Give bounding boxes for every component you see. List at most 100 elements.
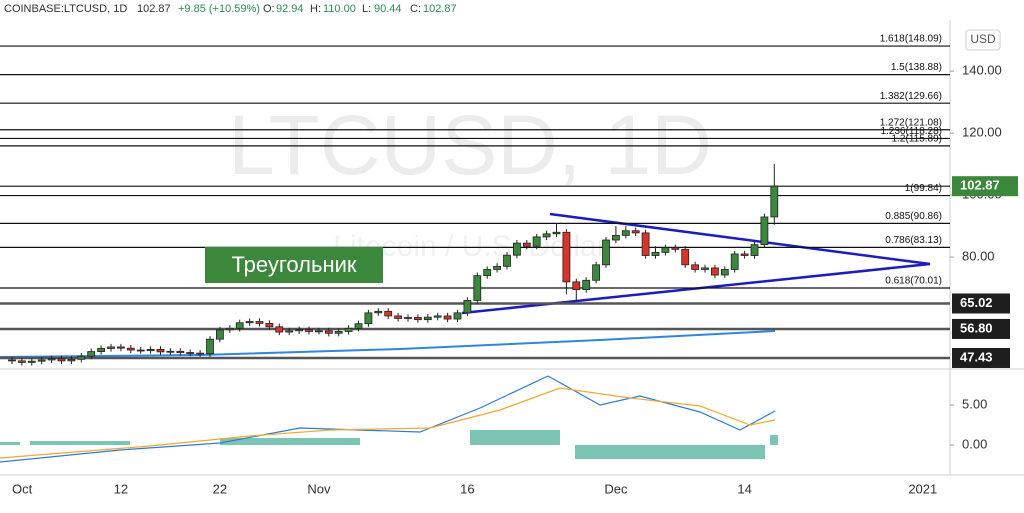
macd-tick-label: 5.00 bbox=[962, 396, 987, 411]
y-tick-label: 80.00 bbox=[962, 248, 995, 263]
candle-body bbox=[265, 322, 274, 328]
candle-body bbox=[334, 331, 343, 334]
fib-label: 1.272(121.08) bbox=[880, 117, 942, 128]
currency-button[interactable] bbox=[965, 29, 1001, 51]
level-label: 56.80 bbox=[960, 320, 993, 335]
candle-body bbox=[126, 347, 135, 351]
low-label: L: bbox=[362, 3, 371, 15]
fib-label: 0.885(90.86) bbox=[885, 211, 942, 222]
candle-body bbox=[522, 242, 531, 247]
macd-line bbox=[0, 375, 776, 463]
open-value: 92.94 bbox=[276, 3, 304, 15]
candle-body bbox=[493, 265, 502, 270]
x-tick-label: 14 bbox=[737, 481, 751, 496]
fib-label: 1.618(148.09) bbox=[880, 34, 942, 45]
annotation-box bbox=[205, 247, 383, 283]
candle-body bbox=[582, 279, 591, 290]
candle-body bbox=[413, 317, 422, 321]
last-price-label: 102.87 bbox=[960, 178, 1000, 193]
candle-body bbox=[117, 346, 125, 349]
candle-body bbox=[503, 254, 511, 267]
candle-body bbox=[324, 330, 333, 334]
level-box bbox=[952, 293, 1010, 314]
x-tick-label: 2021 bbox=[908, 481, 937, 496]
fib-label: 1(99.84) bbox=[905, 183, 942, 194]
candle-body bbox=[67, 358, 76, 362]
candle-body bbox=[661, 247, 670, 253]
x-tick-label: 16 bbox=[460, 481, 474, 496]
candle-body bbox=[314, 330, 323, 333]
candle-body bbox=[651, 252, 660, 256]
last-price-box bbox=[952, 176, 1018, 197]
candle-body bbox=[235, 322, 244, 329]
candle-body bbox=[344, 327, 353, 332]
close-value: 102.87 bbox=[423, 3, 457, 15]
fib-label: 1.2(115.89) bbox=[892, 133, 942, 144]
candle-body bbox=[77, 355, 86, 360]
x-tick-label: Oct bbox=[12, 481, 33, 496]
candle-body bbox=[473, 275, 482, 301]
fib-label: 1.236(118.28) bbox=[880, 126, 942, 137]
candle-body bbox=[711, 267, 719, 276]
price: 102.87 bbox=[137, 3, 171, 15]
level-box bbox=[952, 318, 1010, 339]
candle-body bbox=[354, 323, 363, 329]
candle-body bbox=[423, 316, 432, 321]
candle-body bbox=[681, 248, 690, 266]
moving-average bbox=[0, 330, 776, 358]
candle-body bbox=[641, 232, 650, 256]
candle-body bbox=[433, 315, 442, 318]
candle-body bbox=[720, 269, 729, 276]
candle-body bbox=[621, 230, 630, 236]
change: +9.85 (+10.59%) bbox=[178, 3, 260, 15]
fib-label: 0.618(70.01) bbox=[885, 276, 942, 287]
candle-body bbox=[87, 351, 96, 357]
candle-body bbox=[631, 230, 640, 234]
header: COINBASE:LTCUSD, 1D 102.87 +9.85 (+10.59… bbox=[4, 3, 457, 15]
candle-body bbox=[671, 247, 680, 250]
candle-body bbox=[186, 352, 195, 354]
candle-body bbox=[384, 310, 393, 317]
candle-body bbox=[701, 267, 709, 270]
currency-label[interactable]: USD bbox=[970, 32, 996, 46]
candle-body bbox=[572, 281, 581, 290]
candle-body bbox=[592, 264, 600, 281]
candle-body bbox=[542, 233, 551, 238]
candle-body bbox=[17, 360, 26, 363]
candle-body bbox=[97, 348, 105, 352]
candle-body bbox=[295, 329, 304, 332]
candle-body bbox=[57, 358, 66, 362]
candle-body bbox=[136, 349, 145, 352]
candle-body bbox=[166, 350, 175, 353]
candle-body bbox=[255, 321, 264, 324]
candle-body bbox=[225, 327, 234, 331]
candle-body bbox=[602, 239, 610, 266]
symbol: COINBASE:LTCUSD, 1D bbox=[4, 3, 127, 15]
fib-label: 1.382(129.66) bbox=[880, 91, 942, 102]
fib-label: 1.5(138.88) bbox=[891, 62, 942, 73]
close-label: C: bbox=[410, 3, 421, 15]
candle-body bbox=[206, 338, 214, 355]
watermark-title: LTCUSD, 1D bbox=[228, 98, 712, 192]
high-value: 110.00 bbox=[323, 3, 356, 15]
level-label: 47.43 bbox=[960, 349, 993, 364]
candle-body bbox=[483, 269, 492, 277]
candle-body bbox=[146, 349, 155, 352]
candle-body bbox=[196, 352, 205, 355]
candle-body bbox=[156, 349, 165, 353]
candle-body bbox=[305, 329, 313, 332]
trend-line bbox=[549, 212, 931, 266]
candle-body bbox=[730, 253, 739, 270]
macd-histogram bbox=[0, 430, 778, 459]
high-label: H: bbox=[310, 3, 321, 15]
candle-body bbox=[47, 358, 56, 361]
candle-body bbox=[612, 234, 620, 241]
candle-body bbox=[770, 185, 779, 218]
x-tick-label: 12 bbox=[114, 481, 128, 496]
candle-body bbox=[443, 315, 452, 320]
candle-body bbox=[8, 359, 16, 362]
candle-body bbox=[453, 312, 462, 320]
candle-body bbox=[552, 231, 561, 235]
candle-body bbox=[107, 346, 115, 349]
